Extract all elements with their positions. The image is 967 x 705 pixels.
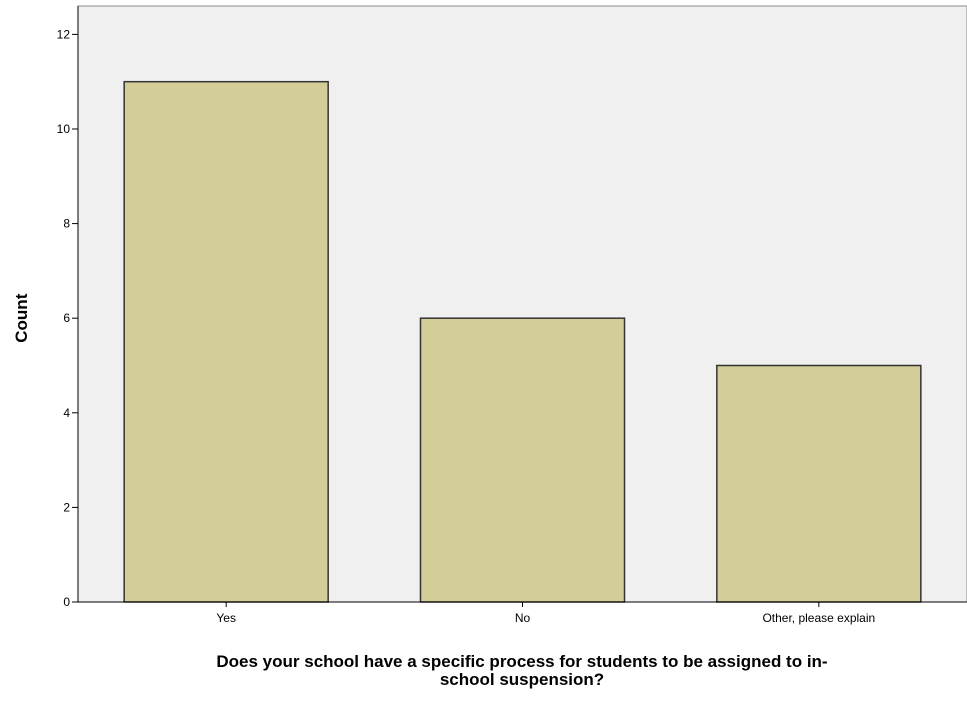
- x-axis-title: Does your school have a specific process…: [216, 652, 827, 689]
- y-axis-ticks: 0 2 4 6 8 10 12: [57, 27, 78, 609]
- y-tick-label: 0: [63, 595, 70, 609]
- y-tick-label: 12: [57, 27, 71, 41]
- y-tick-label: 6: [63, 311, 70, 325]
- bar-yes: [123, 80, 329, 603]
- x-tick-label: Other, please explain: [762, 611, 875, 625]
- x-axis-category-labels: Yes No Other, please explain: [216, 611, 875, 625]
- y-tick-label: 8: [63, 217, 70, 231]
- x-tick-label: Yes: [216, 611, 236, 625]
- x-tick-label: No: [515, 611, 531, 625]
- bar-no: [419, 317, 626, 603]
- axes: [77, 6, 967, 607]
- y-tick-label: 10: [57, 122, 71, 136]
- y-axis-title: Count: [12, 293, 31, 342]
- y-tick-label: 2: [63, 500, 70, 514]
- bar-other-please-explain: [716, 364, 922, 603]
- y-tick-label: 4: [63, 406, 70, 420]
